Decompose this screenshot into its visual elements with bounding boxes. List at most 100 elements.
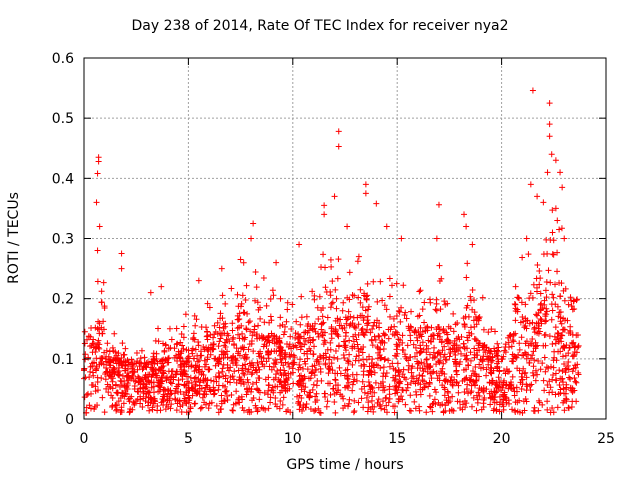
- data-point: [180, 360, 187, 367]
- data-point: [346, 396, 353, 403]
- data-point: [93, 199, 100, 206]
- data-point: [168, 390, 175, 397]
- data-point: [311, 296, 318, 303]
- data-point: [346, 337, 353, 344]
- data-point: [566, 344, 573, 351]
- data-point: [258, 354, 265, 361]
- data-point: [574, 296, 581, 303]
- data-point: [559, 326, 566, 333]
- data-point: [461, 388, 468, 395]
- data-point: [560, 287, 567, 294]
- data-point: [292, 342, 299, 349]
- data-point: [359, 349, 366, 356]
- data-point: [244, 376, 251, 383]
- data-point: [215, 361, 222, 368]
- data-point: [261, 363, 268, 370]
- data-point: [509, 373, 516, 380]
- data-point: [279, 321, 286, 328]
- data-point: [369, 385, 376, 392]
- data-point: [461, 397, 468, 404]
- data-point: [277, 389, 284, 396]
- data-point: [454, 398, 461, 405]
- data-point: [416, 403, 423, 410]
- data-point: [207, 331, 214, 338]
- data-point: [112, 382, 119, 389]
- data-point: [249, 332, 256, 339]
- data-point: [115, 398, 122, 405]
- data-point: [527, 355, 534, 362]
- data-point: [211, 390, 218, 397]
- data-point: [186, 397, 193, 404]
- data-point: [516, 367, 523, 374]
- data-point: [372, 336, 379, 343]
- data-point: [500, 403, 507, 410]
- data-point: [461, 321, 468, 328]
- data-point: [219, 315, 226, 322]
- data-point: [537, 307, 544, 314]
- data-point: [350, 409, 357, 416]
- data-point: [483, 372, 490, 379]
- data-point: [512, 353, 519, 360]
- data-point: [458, 350, 465, 357]
- data-point: [150, 350, 157, 357]
- data-point: [281, 382, 288, 389]
- data-point: [307, 375, 314, 382]
- data-point: [476, 385, 483, 392]
- data-point: [395, 369, 402, 376]
- data-point: [177, 388, 184, 395]
- y-tick-label: 0.3: [52, 232, 74, 248]
- data-point: [219, 365, 226, 372]
- data-point: [522, 301, 529, 308]
- data-point: [435, 399, 442, 406]
- data-point: [242, 334, 249, 341]
- data-point: [552, 205, 559, 212]
- data-point: [192, 322, 199, 329]
- data-point: [337, 370, 344, 377]
- data-point: [540, 342, 547, 349]
- data-point: [355, 294, 362, 301]
- data-point: [122, 363, 129, 370]
- data-point: [249, 381, 256, 388]
- data-point: [529, 336, 536, 343]
- data-point: [331, 354, 338, 361]
- data-point: [519, 352, 526, 359]
- data-point: [534, 288, 541, 295]
- x-tick-label: 15: [388, 431, 406, 447]
- data-point: [423, 349, 430, 356]
- data-point: [301, 335, 308, 342]
- data-point: [229, 336, 236, 343]
- data-point: [470, 368, 477, 374]
- data-point: [185, 385, 192, 392]
- data-point: [467, 376, 474, 383]
- data-point: [439, 382, 446, 389]
- data-point: [363, 296, 370, 303]
- data-point: [152, 337, 159, 344]
- data-point: [343, 320, 350, 327]
- data-point: [92, 388, 99, 395]
- data-point: [460, 366, 467, 373]
- data-point: [253, 405, 260, 412]
- data-point: [312, 367, 319, 374]
- x-tick-label: 5: [184, 431, 193, 447]
- data-point: [81, 394, 88, 401]
- data-point: [173, 341, 180, 348]
- data-point: [196, 391, 203, 398]
- data-point: [193, 316, 200, 323]
- data-point: [191, 312, 198, 319]
- data-point: [503, 366, 510, 373]
- data-point: [407, 337, 414, 344]
- data-point: [561, 390, 568, 397]
- data-point: [568, 403, 575, 410]
- data-point: [430, 349, 437, 356]
- data-point: [185, 363, 192, 370]
- data-point: [567, 384, 574, 391]
- data-point: [490, 407, 497, 414]
- data-point: [411, 398, 418, 405]
- data-point: [176, 353, 183, 360]
- data-point: [464, 260, 471, 267]
- data-point: [364, 292, 371, 299]
- data-point: [96, 223, 103, 230]
- data-point: [145, 377, 152, 384]
- data-point: [198, 404, 205, 411]
- data-point: [408, 308, 415, 315]
